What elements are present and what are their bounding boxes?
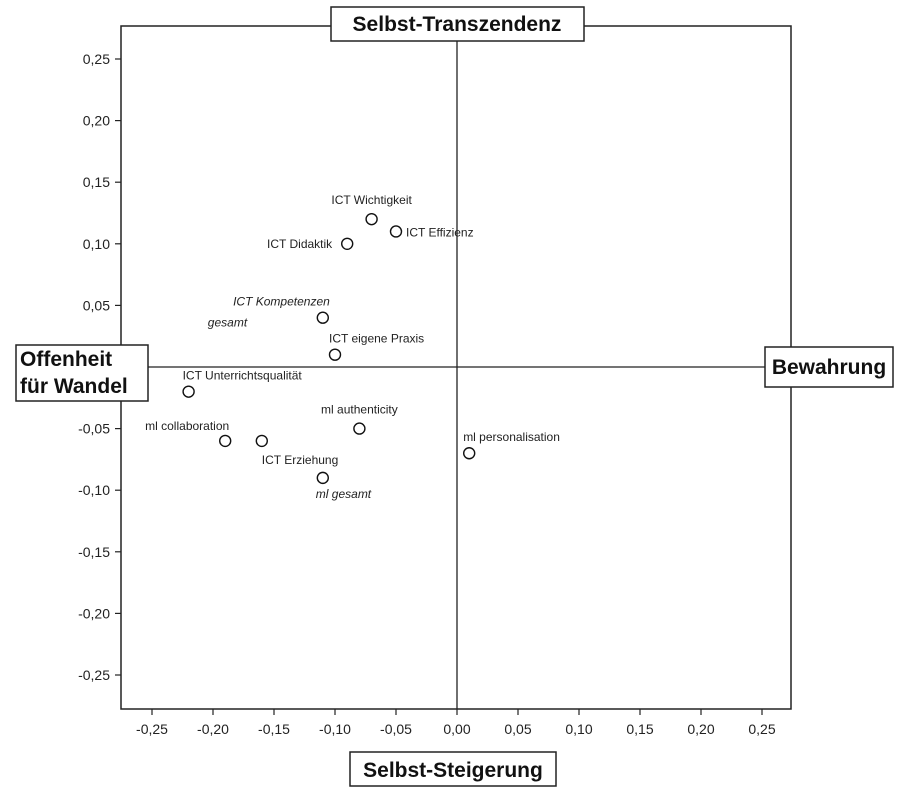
y-tick-label: 0,05 xyxy=(83,297,110,313)
x-tick-label: -0,05 xyxy=(380,721,412,737)
y-tick-label: 0,25 xyxy=(83,51,110,67)
point-label: ICT eigene Praxis xyxy=(329,332,424,346)
x-tick-label: 0,00 xyxy=(443,721,470,737)
y-tick-label: -0,15 xyxy=(78,544,110,560)
point-label: ml collaboration xyxy=(145,419,229,433)
y-tick-label: -0,05 xyxy=(78,421,110,437)
y-tick-label: -0,25 xyxy=(78,667,110,683)
y-tick-label: 0,20 xyxy=(83,113,110,129)
quadrant-label-top-text: Selbst-Transzendenz xyxy=(353,13,562,36)
quadrant-label-bottom-text: Selbst-Steigerung xyxy=(363,759,543,782)
point-marker xyxy=(328,348,342,361)
point-marker xyxy=(255,434,268,448)
quadrant-label-right: Bewahrung xyxy=(764,346,894,388)
point-label: ml authenticity xyxy=(321,403,398,417)
point-marker xyxy=(341,237,354,251)
x-tick-label: 0,05 xyxy=(504,721,531,737)
data-point: ICT Unterrichtsqualität xyxy=(182,369,303,398)
data-point: ml gesamt xyxy=(316,471,372,501)
data-point: ml personalisation xyxy=(463,430,560,460)
data-point: ICT Erziehung xyxy=(255,434,338,467)
point-label: ICT Effizienz xyxy=(406,225,474,239)
point-marker xyxy=(218,434,232,448)
point-label: ICT Erziehung xyxy=(262,453,338,467)
point-marker xyxy=(316,471,329,485)
y-tick-label: -0,10 xyxy=(78,482,110,498)
x-axis-ticks: -0,25 -0,20 -0,15 -0,10 -0,05 0,00 0,05 0,10 0,1… xyxy=(136,709,776,737)
data-points: ICT Wichtigkeit ICT Effizienz ICT Didaktik… xyxy=(145,193,560,501)
point-marker xyxy=(463,447,476,460)
y-tick-label: 0,10 xyxy=(83,236,110,252)
y-tick-label: 0,15 xyxy=(83,174,110,190)
point-label: ICT Didaktik xyxy=(267,237,333,251)
point-marker xyxy=(365,212,378,226)
x-tick-label: 0,15 xyxy=(626,721,653,737)
x-tick-label: 0,20 xyxy=(687,721,714,737)
point-label: ml gesamt xyxy=(316,487,372,501)
y-tick-label: -0,20 xyxy=(78,605,110,621)
point-label: ICT Kompetenzen xyxy=(233,295,330,309)
x-tick-label: 0,25 xyxy=(748,721,775,737)
x-tick-label: -0,10 xyxy=(319,721,351,737)
data-point: ICT Effizienz xyxy=(389,225,474,239)
point-marker xyxy=(353,422,366,435)
data-point: ml collaboration xyxy=(145,419,232,448)
point-label: ICT Wichtigkeit xyxy=(331,193,412,207)
point-label: ICT Unterrichtsqualität xyxy=(183,369,303,383)
quadrant-label-bottom: Selbst-Steigerung xyxy=(349,751,557,787)
point-marker xyxy=(389,225,403,238)
x-tick-label: 0,10 xyxy=(565,721,592,737)
point-marker xyxy=(182,385,195,398)
point-marker xyxy=(316,311,329,324)
data-point: ml authenticity xyxy=(321,403,398,435)
point-label: gesamt xyxy=(208,316,248,330)
x-tick-label: -0,20 xyxy=(197,721,229,737)
point-label: ml personalisation xyxy=(463,430,560,444)
data-point: ICT Didaktik xyxy=(267,237,354,251)
x-tick-label: -0,25 xyxy=(136,721,168,737)
data-point: ICT eigene Praxis xyxy=(328,332,424,361)
data-point: ICT Kompetenzen gesamt xyxy=(208,295,330,330)
quadrant-label-left: Offenheit für Wandel xyxy=(15,344,149,402)
quadrant-label-left-line1: Offenheit xyxy=(20,348,112,371)
quadrant-label-right-text: Bewahrung xyxy=(772,356,886,379)
data-point: ICT Wichtigkeit xyxy=(331,193,412,226)
quadrant-label-left-line2: für Wandel xyxy=(20,375,128,398)
x-tick-label: -0,15 xyxy=(258,721,290,737)
quadrant-label-top: Selbst-Transzendenz xyxy=(330,6,585,42)
y-axis-ticks: 0,25 0,20 0,15 0,10 0,05 -0,05 -0,10 -0,15 -0,20… xyxy=(78,51,121,683)
